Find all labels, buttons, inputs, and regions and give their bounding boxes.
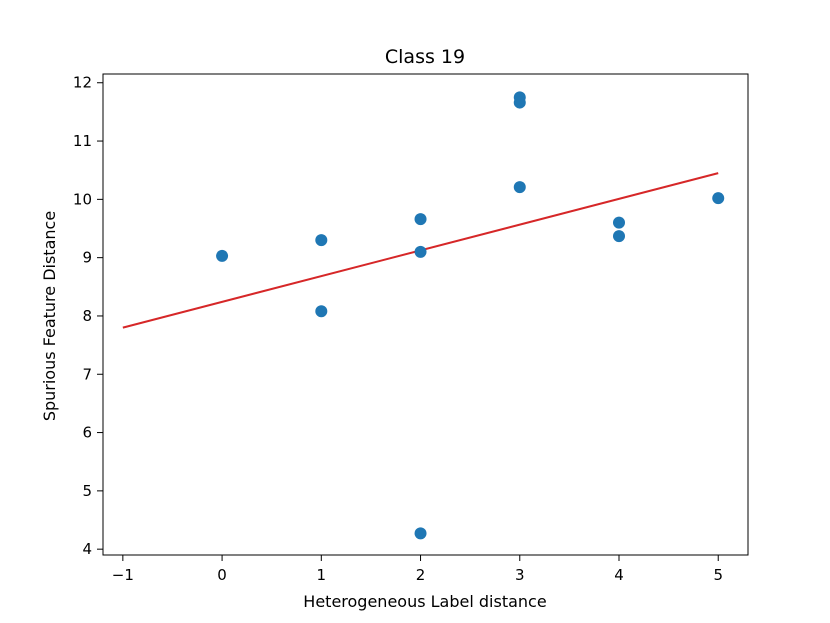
y-axis: 4 5 6 7 8 9 10 11 12 bbox=[73, 74, 103, 558]
data-point bbox=[414, 527, 427, 540]
x-axis-label: Heterogeneous Label distance bbox=[303, 592, 546, 611]
y-tick-label: 8 bbox=[82, 307, 92, 325]
x-tick-label: 3 bbox=[515, 566, 525, 584]
y-axis-label: Spurious Feature Distance bbox=[40, 211, 59, 421]
x-axis: −1 0 1 2 3 4 5 bbox=[112, 555, 723, 584]
data-point bbox=[613, 216, 625, 229]
y-tick-label: 10 bbox=[73, 190, 92, 208]
y-tick-label: 6 bbox=[82, 424, 92, 442]
plot-frame bbox=[102, 73, 749, 556]
plot-area bbox=[102, 73, 749, 556]
data-points-layer bbox=[216, 91, 725, 540]
y-tick-label: 12 bbox=[73, 74, 92, 92]
y-tick-label: 5 bbox=[82, 482, 92, 500]
y-tick-label: 7 bbox=[82, 365, 92, 383]
x-tick-label: 0 bbox=[217, 566, 227, 584]
x-tick-label: 5 bbox=[713, 566, 723, 584]
y-tick-label: 11 bbox=[73, 132, 92, 150]
data-point bbox=[414, 245, 427, 258]
data-point bbox=[513, 96, 526, 109]
data-point bbox=[613, 230, 625, 243]
x-tick-label: 4 bbox=[614, 566, 624, 584]
data-point bbox=[414, 213, 427, 226]
data-point bbox=[513, 181, 526, 194]
x-tick-label: 1 bbox=[317, 566, 327, 584]
y-tick-label: 9 bbox=[82, 249, 92, 267]
data-point bbox=[315, 305, 328, 318]
chart-title: Class 19 bbox=[385, 46, 465, 68]
x-tick-label: 2 bbox=[416, 566, 426, 584]
data-point bbox=[216, 249, 229, 262]
y-tick-label: 4 bbox=[82, 540, 92, 558]
data-point bbox=[315, 234, 328, 247]
data-point bbox=[712, 192, 725, 205]
x-tick-label: −1 bbox=[112, 566, 134, 584]
